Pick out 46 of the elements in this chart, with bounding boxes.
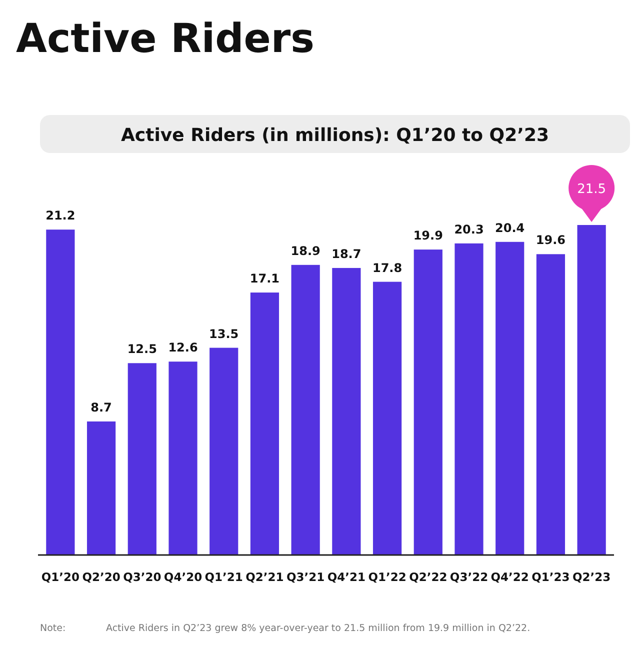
- x-tick-label: Q4’22: [490, 570, 529, 584]
- data-label: 18.9: [290, 244, 320, 258]
- bar: [536, 254, 566, 555]
- data-label: 19.9: [413, 228, 443, 243]
- bar: [128, 363, 156, 555]
- bar: [291, 264, 320, 555]
- x-tick-label: Q1’23: [532, 570, 570, 584]
- bar: [454, 243, 484, 555]
- chart-title: Active Riders: [16, 16, 314, 62]
- x-tick-label: Q4’20: [164, 570, 202, 584]
- data-label: 13.5: [209, 326, 239, 341]
- x-tick-label: Q1’21: [204, 570, 243, 584]
- data-label: 18.7: [332, 246, 362, 261]
- data-label: 20.4: [495, 220, 525, 235]
- x-tick-label: Q2’21: [246, 570, 284, 584]
- x-tick-label: Q3’20: [123, 570, 162, 584]
- data-label: 21.5: [577, 182, 606, 197]
- data-label: 20.3: [454, 222, 484, 236]
- x-tick-label: Q2’20: [82, 570, 120, 584]
- bar: [250, 292, 280, 555]
- bar: [577, 225, 606, 555]
- data-label: 12.5: [127, 342, 157, 356]
- text: Note:: [40, 623, 66, 634]
- data-label: 12.6: [168, 340, 198, 355]
- bar: [496, 242, 524, 555]
- x-tick-label: Q2’23: [572, 570, 611, 584]
- data-label: 17.8: [372, 260, 402, 275]
- chart-subtitle: Active Riders (in millions): Q1’20 to Q2’23: [121, 125, 549, 146]
- bar: [86, 421, 116, 555]
- x-tick-label: Q1’20: [41, 570, 80, 584]
- text: Active Riders in Q2’23 grew 8% year-over-year to 21.5 million from 19.9 million in Q2’22.: [106, 623, 530, 634]
- x-tick-label: Q3’22: [450, 570, 488, 584]
- x-tick-label: Q4’21: [327, 570, 366, 584]
- x-tick-label: Q1’22: [368, 570, 406, 584]
- data-label: 19.6: [536, 233, 566, 248]
- data-label: 21.2: [46, 208, 76, 223]
- bar: [372, 282, 402, 555]
- x-tick-label: Q3’21: [286, 570, 325, 584]
- bar: [332, 268, 361, 555]
- bar: [46, 230, 75, 555]
- bar: [168, 362, 198, 555]
- bar: [414, 250, 442, 555]
- x-tick-label: Q2’22: [409, 570, 448, 584]
- data-label: 17.1: [250, 272, 280, 286]
- bar: [210, 348, 238, 555]
- data-label: 8.7: [90, 400, 112, 414]
